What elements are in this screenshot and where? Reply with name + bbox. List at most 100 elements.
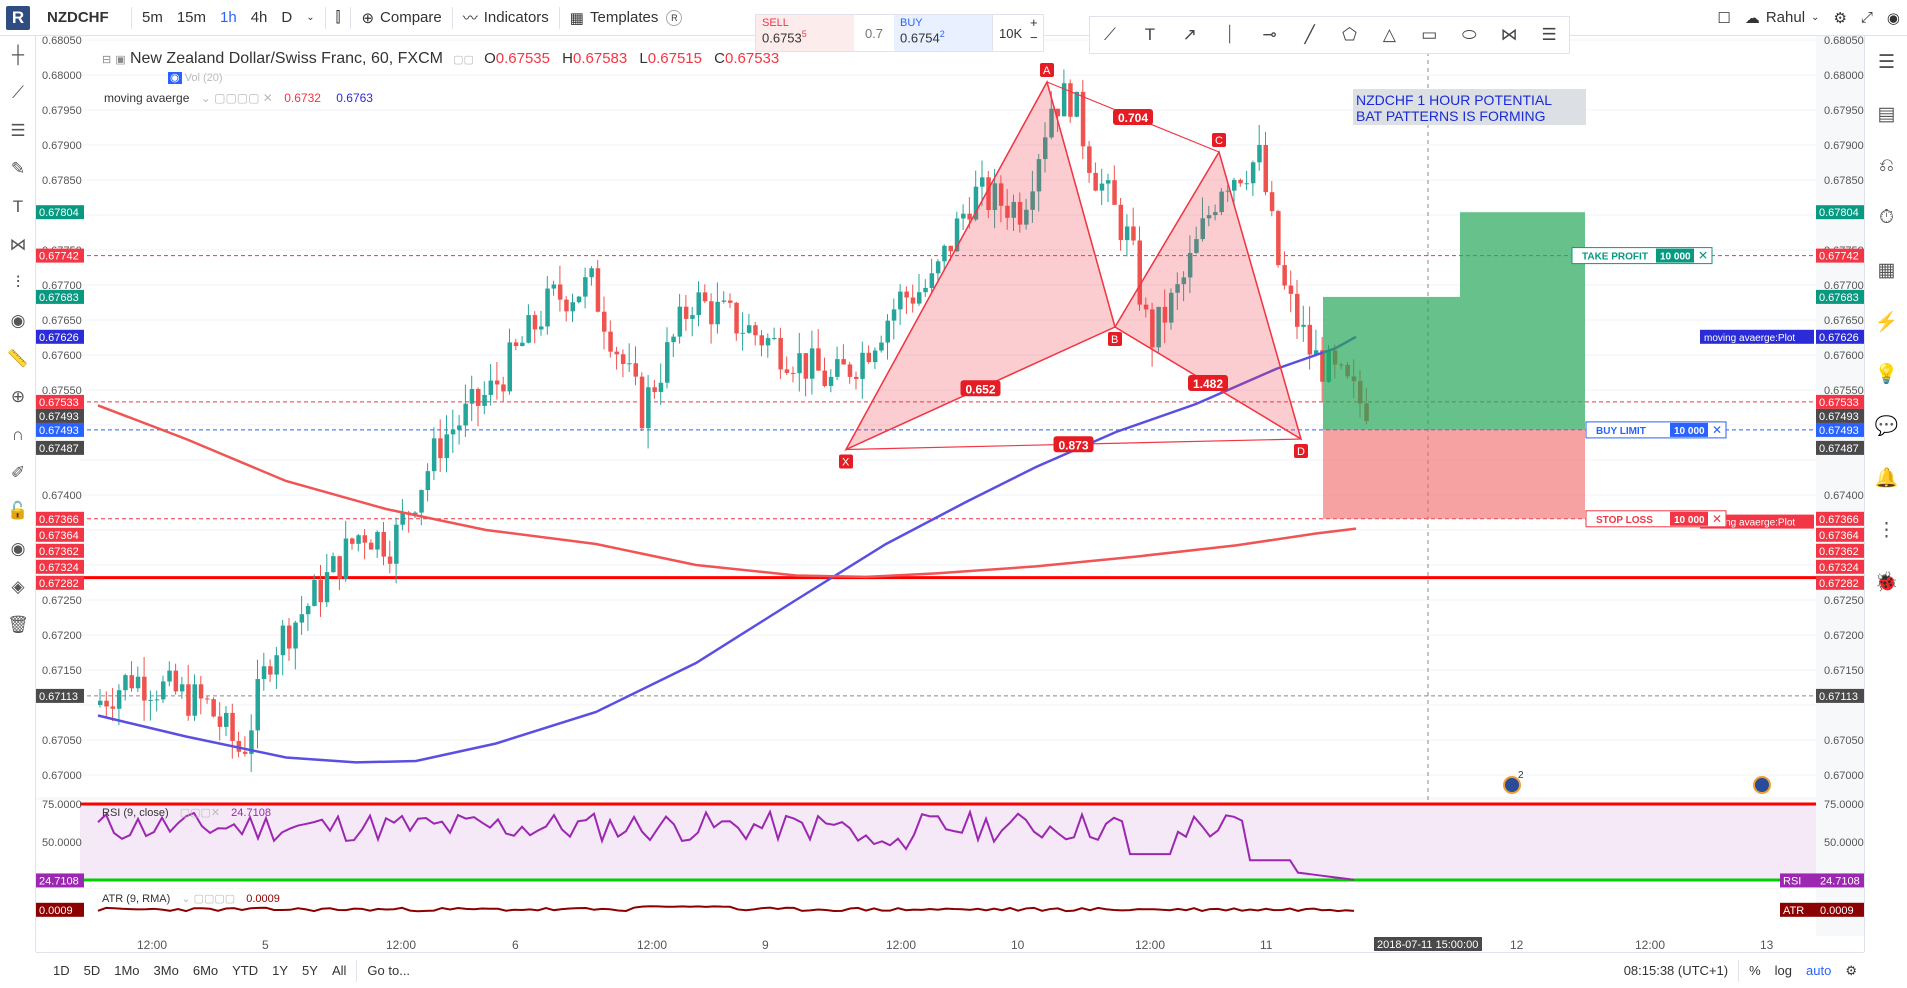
prediction-icon[interactable]: ⫶ [15,273,21,292]
layers-icon[interactable]: ◈ [11,577,25,596]
triangle-icon[interactable]: △ [1382,25,1396,44]
range-1y[interactable]: 1Y [272,963,289,978]
indicators-button[interactable]: 〰 Indicators [456,0,556,36]
legend-settings-icon[interactable]: ▢▢ [453,54,474,66]
interval-dropdown-icon[interactable]: ⌄ [306,12,315,23]
ma-controls-icon[interactable]: ⌄ ▢▢▢▢ ✕ [200,91,273,105]
order-close-icon[interactable]: ✕ [1712,512,1722,526]
alerts-icon[interactable]: ⏱ [1879,207,1894,228]
pattern-icon[interactable]: ⋈ [9,235,27,254]
range-6mo[interactable]: 6Mo [192,963,219,978]
rsi-line[interactable] [97,809,1355,881]
settings-gear-icon[interactable]: ⚙ [1833,9,1847,27]
order-close-icon[interactable]: ✕ [1698,249,1708,263]
clock-readout[interactable]: 08:15:38 (UTC+1) [1623,963,1729,978]
fib-icon[interactable]: ☰ [1541,25,1557,44]
crosshair-icon[interactable]: ┼ [11,45,25,64]
hotlist-icon[interactable]: ⚡ [1874,312,1899,333]
polyline-icon[interactable]: ⬠ [1342,25,1357,44]
dots-icon[interactable]: ⋮ [1877,519,1896,541]
rectangle-icon[interactable]: ▭ [1421,25,1438,44]
lock-icon[interactable]: 🔓 [7,501,29,520]
symbol-search[interactable]: NZDCHF [47,9,109,26]
interval-4h[interactable]: 4h [250,9,268,26]
templates-button[interactable]: ▦ Templates R [563,0,690,36]
arrow-icon[interactable]: ↗ [1182,25,1197,44]
vertical-line-icon[interactable]: ⏐ [1224,25,1235,44]
trash-icon[interactable]: 🗑 [7,615,29,634]
goto-button[interactable]: Go to... [367,963,411,978]
range-3mo[interactable]: 3Mo [153,963,179,978]
xabcd-pattern-icon[interactable]: ⋈ [1500,25,1518,44]
range-1mo[interactable]: 1Mo [114,963,140,978]
chart-settings-gear-icon[interactable]: ⚙ [1845,962,1857,978]
order-buy-limit[interactable]: BUY LIMIT 10 000 ✕ [1585,421,1727,439]
candle-body [230,712,235,742]
text-tool-icon[interactable]: T [12,197,24,216]
app-logo[interactable]: R [6,5,30,30]
ray-icon[interactable]: ╱ [1304,25,1315,44]
eye-icon[interactable]: ◉ [168,72,182,84]
interval-1h[interactable]: 1h [220,9,237,26]
interval-d[interactable]: D [281,9,293,26]
zoom-icon[interactable]: ⊕ [10,387,26,406]
order-stop-loss[interactable]: STOP LOSS 10 000 ✕ [1585,510,1727,528]
trend-angle-icon[interactable]: ⟋ [1104,25,1116,44]
chart-style-icon[interactable]: ⫿ [335,9,341,26]
economic-event-flag-icon[interactable] [1753,776,1771,794]
range-ytd[interactable]: YTD [232,963,259,978]
trend-line-icon[interactable]: ⟋ [12,83,24,102]
chart-canvas[interactable]: 0.68050 0.68050 0.68000 0.68000 0.67950 0.679… [36,36,1864,952]
news-icon[interactable]: ⎌ [1878,155,1895,176]
eye-icon[interactable]: ◉ [10,311,26,330]
log-toggle[interactable]: log [1774,963,1793,978]
magnet-icon[interactable]: ∩ [11,425,25,444]
collapse-icon[interactable]: ⊟ [102,54,112,66]
compare-button[interactable]: ⊕ Compare [354,0,448,36]
stay-drawing-icon[interactable]: ✐ [10,463,26,482]
long-position-tool[interactable] [1323,212,1585,519]
calendar-icon[interactable]: ▤ [1877,103,1896,125]
qty-minus-button[interactable]: − [1030,30,1038,45]
buy-button[interactable]: BUY 0.67542 [894,15,992,51]
rsi-controls-icon[interactable]: ▢▢▢✕ [179,807,221,819]
horizontal-ray-icon[interactable]: ⊸ [1262,25,1277,44]
watchlist-icon[interactable]: ☰ [1877,51,1896,73]
interval-5m[interactable]: 5m [142,9,163,26]
sell-button[interactable]: SELL 0.67535 [756,15,854,51]
economic-event-flag-icon[interactable] [1503,776,1521,794]
order-label: TAKE PROFIT [1582,252,1648,263]
visibility-icon[interactable]: ◉ [10,539,26,558]
range-5y[interactable]: 5Y [302,963,318,978]
range-all[interactable]: All [331,963,347,978]
qty-plus-button[interactable]: + [1030,15,1038,30]
order-take-profit[interactable]: TAKE PROFIT 10 000 ✕ [1571,247,1713,265]
user-menu[interactable]: ☁ Rahul ⌄ [1738,0,1827,36]
brush-icon[interactable]: ✎ [10,159,26,178]
range-1d[interactable]: 1D [53,963,70,978]
interval-15m[interactable]: 15m [176,9,207,26]
bug-icon[interactable]: 🐞 [1874,572,1899,593]
quantity-field[interactable]: 10K [992,15,1026,51]
snapshot-icon[interactable]: ◉ [1886,9,1900,27]
range-5d[interactable]: 5D [83,963,101,978]
auto-toggle[interactable]: auto [1806,963,1832,978]
text-icon[interactable]: T [1144,25,1156,44]
order-close-icon[interactable]: ✕ [1712,423,1722,437]
bell-icon[interactable]: 🔔 [1874,468,1899,489]
percent-toggle[interactable]: % [1749,963,1761,978]
layout-icon[interactable]: ☐ [1717,9,1731,27]
data-window-icon[interactable]: ▦ [1877,259,1896,281]
moving-average-red[interactable] [97,404,1357,579]
bat-pattern[interactable]: X A B C D 0.652 0.704 1.482 0.873 [839,63,1308,469]
atr-controls-icon[interactable]: ⌄ ▢▢▢▢ [181,893,236,905]
atr-line[interactable] [97,905,1355,913]
ellipse-icon[interactable]: ⬭ [1461,25,1477,44]
ruler-icon[interactable]: 📏 [7,349,29,368]
fib-retracement-icon[interactable]: ☰ [10,121,26,140]
chat-icon[interactable]: 💬 [1874,416,1899,437]
ideas-icon[interactable]: 💡 [1874,364,1899,385]
price-tag-text: 0.67533 [1819,397,1859,409]
fullscreen-icon[interactable]: ⤢ [1860,9,1873,26]
